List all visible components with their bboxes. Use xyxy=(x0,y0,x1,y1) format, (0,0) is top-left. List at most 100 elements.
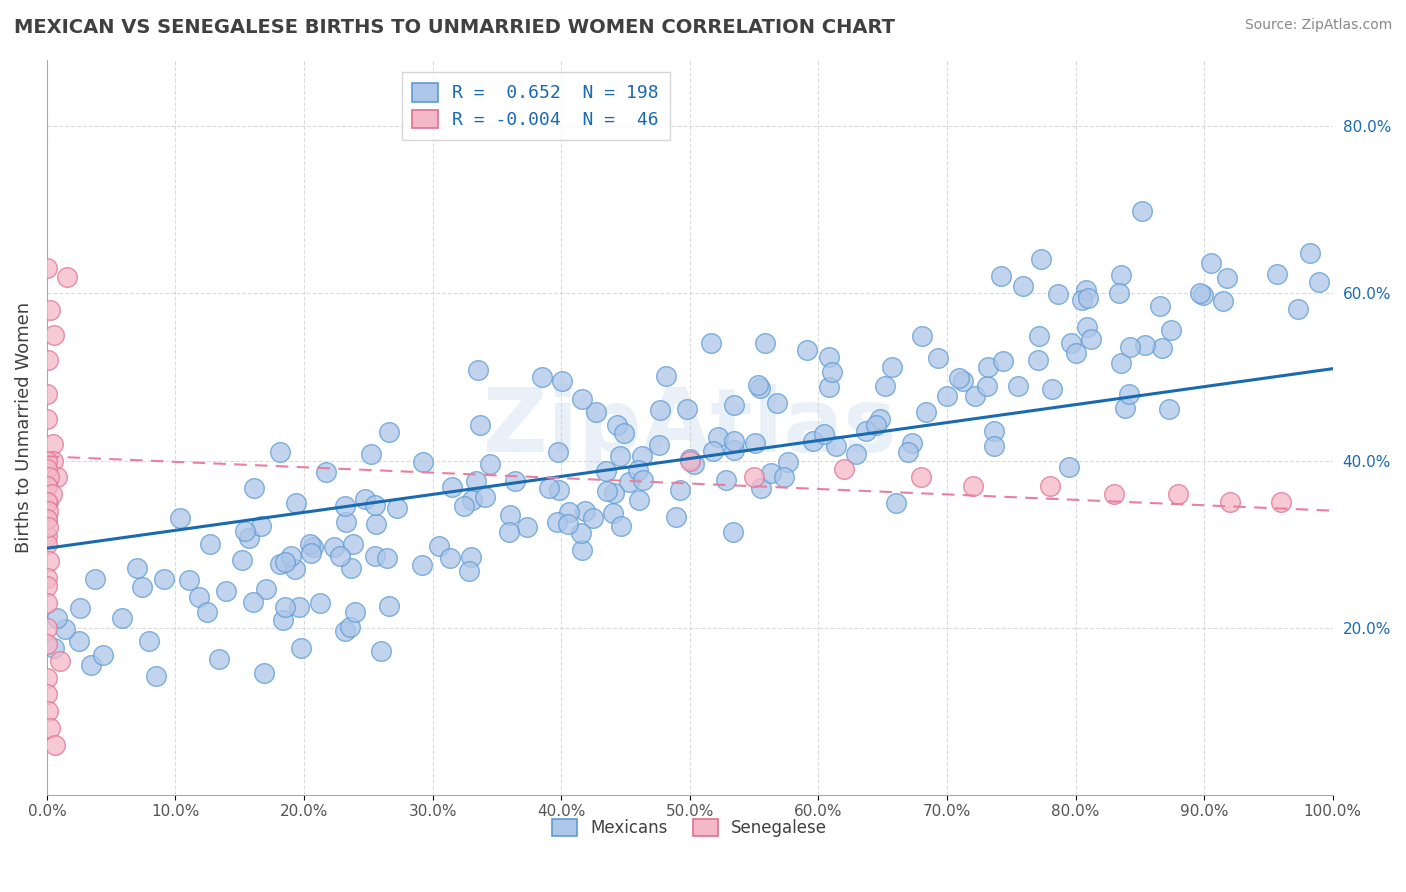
Point xyxy=(333,499,356,513)
Point xyxy=(550,374,572,388)
Point xyxy=(35,671,58,685)
Point xyxy=(283,561,305,575)
Point xyxy=(832,462,855,476)
Point xyxy=(676,401,699,416)
Point xyxy=(707,430,730,444)
Point xyxy=(179,574,201,588)
Point xyxy=(817,350,839,364)
Point xyxy=(465,474,488,488)
Point xyxy=(412,455,434,469)
Point xyxy=(69,601,91,615)
Point xyxy=(557,516,579,531)
Point xyxy=(254,582,277,596)
Point xyxy=(243,481,266,495)
Point xyxy=(41,487,63,501)
Point xyxy=(169,511,191,525)
Point xyxy=(249,519,271,533)
Point xyxy=(558,504,581,518)
Point xyxy=(37,504,59,518)
Point xyxy=(935,389,957,403)
Point xyxy=(56,269,79,284)
Point xyxy=(1066,346,1088,360)
Point xyxy=(195,605,218,619)
Point xyxy=(1286,302,1309,317)
Point xyxy=(290,640,312,655)
Point xyxy=(855,424,877,438)
Point xyxy=(602,485,624,500)
Point xyxy=(38,303,60,318)
Point xyxy=(869,412,891,426)
Point xyxy=(411,558,433,573)
Point xyxy=(613,426,636,441)
Point xyxy=(138,633,160,648)
Point xyxy=(378,599,401,613)
Point xyxy=(427,539,450,553)
Point xyxy=(152,572,174,586)
Point xyxy=(42,453,65,467)
Point xyxy=(38,721,60,735)
Point xyxy=(375,551,398,566)
Point xyxy=(516,519,538,533)
Point xyxy=(948,371,970,385)
Point xyxy=(1057,459,1080,474)
Legend: Mexicans, Senegalese: Mexicans, Senegalese xyxy=(544,810,835,846)
Point xyxy=(679,452,702,467)
Point xyxy=(35,537,58,551)
Point xyxy=(35,495,58,509)
Point xyxy=(35,621,58,635)
Point xyxy=(188,591,211,605)
Point xyxy=(340,561,363,575)
Point xyxy=(1216,270,1239,285)
Point xyxy=(747,378,769,392)
Point xyxy=(353,492,375,507)
Point xyxy=(886,496,908,510)
Point xyxy=(714,473,737,487)
Point xyxy=(952,374,974,388)
Point xyxy=(110,611,132,625)
Point xyxy=(453,499,475,513)
Point xyxy=(571,392,593,406)
Point xyxy=(742,470,765,484)
Point xyxy=(329,549,352,563)
Point xyxy=(1267,267,1289,281)
Point xyxy=(1118,387,1140,401)
Point xyxy=(776,455,799,469)
Point xyxy=(1028,328,1050,343)
Point xyxy=(323,540,346,554)
Point xyxy=(1026,353,1049,368)
Point xyxy=(865,417,887,432)
Point xyxy=(723,443,745,458)
Point xyxy=(817,380,839,394)
Point xyxy=(801,434,824,448)
Point xyxy=(53,622,76,636)
Point xyxy=(602,506,624,520)
Point xyxy=(378,425,401,440)
Point xyxy=(145,669,167,683)
Point xyxy=(35,529,58,543)
Point xyxy=(766,396,789,410)
Point xyxy=(1270,495,1292,509)
Text: MEXICAN VS SENEGALESE BIRTHS TO UNMARRIED WOMEN CORRELATION CHART: MEXICAN VS SENEGALESE BIRTHS TO UNMARRIE… xyxy=(14,18,896,37)
Point xyxy=(35,462,58,476)
Point xyxy=(288,599,311,614)
Point xyxy=(983,424,1005,438)
Point xyxy=(127,561,149,575)
Point xyxy=(1149,299,1171,313)
Point xyxy=(503,474,526,488)
Point xyxy=(1031,252,1053,267)
Point xyxy=(35,637,58,651)
Point xyxy=(880,360,903,375)
Point xyxy=(298,537,321,551)
Point xyxy=(821,365,844,379)
Point xyxy=(927,351,949,365)
Point xyxy=(965,389,987,403)
Point xyxy=(385,500,408,515)
Point xyxy=(976,378,998,392)
Point xyxy=(1080,333,1102,347)
Point xyxy=(49,654,72,668)
Point xyxy=(233,524,256,539)
Point xyxy=(571,543,593,558)
Point xyxy=(1046,287,1069,301)
Point xyxy=(44,738,66,752)
Point xyxy=(333,624,356,638)
